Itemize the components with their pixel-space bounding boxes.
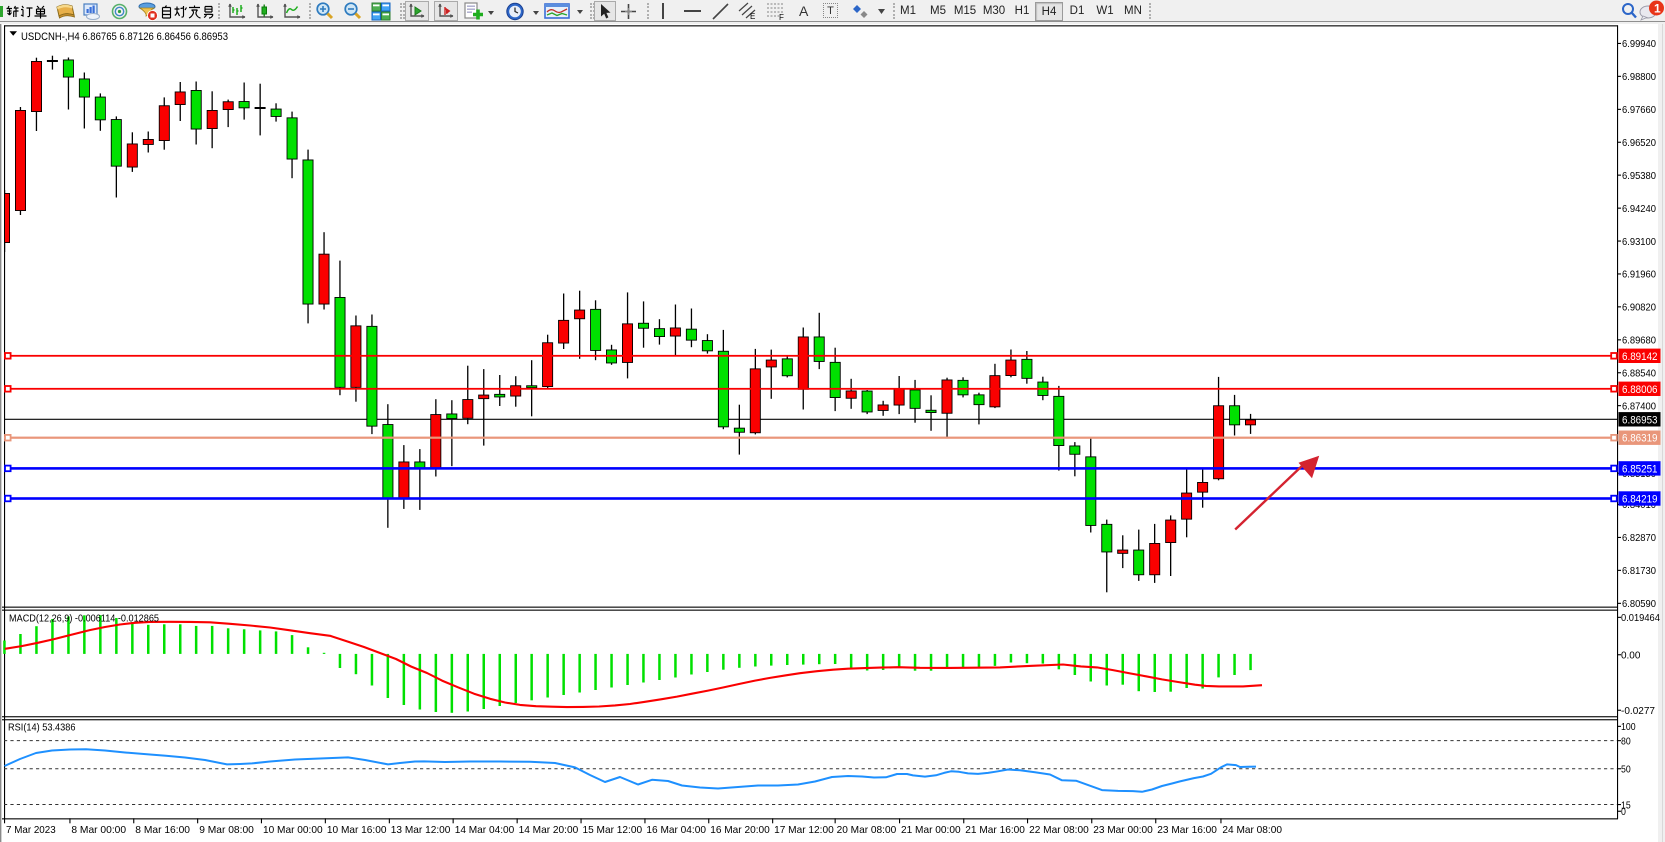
svg-text:0: 0 xyxy=(1621,806,1626,818)
svg-text:6.88006: 6.88006 xyxy=(1622,384,1658,396)
svg-text:6.88540: 6.88540 xyxy=(1622,368,1656,380)
svg-text:0.019464: 0.019464 xyxy=(1621,612,1660,624)
svg-text:16 Mar 20:00: 16 Mar 20:00 xyxy=(710,824,770,836)
svg-text:0.00: 0.00 xyxy=(1621,650,1641,662)
svg-text:E: E xyxy=(750,12,755,21)
svg-text:23 Mar 00:00: 23 Mar 00:00 xyxy=(1093,824,1153,836)
svg-text:21 Mar 00:00: 21 Mar 00:00 xyxy=(901,824,961,836)
svg-text:F: F xyxy=(779,13,784,21)
svg-text:7 Mar 2023: 7 Mar 2023 xyxy=(6,824,56,836)
svg-text:10 Mar 16:00: 10 Mar 16:00 xyxy=(327,824,387,836)
svg-text:13 Mar 12:00: 13 Mar 12:00 xyxy=(391,824,451,836)
svg-text:6.85251: 6.85251 xyxy=(1622,463,1658,475)
svg-text:21 Mar 16:00: 21 Mar 16:00 xyxy=(965,824,1025,836)
svg-text:6.89680: 6.89680 xyxy=(1622,335,1656,347)
svg-text:8 Mar 00:00: 8 Mar 00:00 xyxy=(71,824,126,836)
svg-text:22 Mar 08:00: 22 Mar 08:00 xyxy=(1029,824,1089,836)
svg-text:17 Mar 12:00: 17 Mar 12:00 xyxy=(774,824,834,836)
svg-text:USDCNH-,H4 6.86765 6.87126 6.: USDCNH-,H4 6.86765 6.87126 6.86456 6.869… xyxy=(21,31,228,43)
svg-text:6.97660: 6.97660 xyxy=(1622,104,1656,116)
svg-text:6.84219: 6.84219 xyxy=(1622,494,1658,506)
svg-text:1: 1 xyxy=(1654,2,1661,16)
svg-text:16 Mar 04:00: 16 Mar 04:00 xyxy=(646,824,706,836)
svg-text:6.93100: 6.93100 xyxy=(1622,236,1656,248)
svg-text:10 Mar 00:00: 10 Mar 00:00 xyxy=(263,824,323,836)
svg-text:50: 50 xyxy=(1621,764,1631,776)
svg-text:6.91960: 6.91960 xyxy=(1622,269,1656,281)
svg-text:15 Mar 12:00: 15 Mar 12:00 xyxy=(583,824,643,836)
svg-text:14 Mar 20:00: 14 Mar 20:00 xyxy=(519,824,579,836)
svg-text:6.89142: 6.89142 xyxy=(1622,351,1658,363)
svg-text:6.87400: 6.87400 xyxy=(1622,400,1656,412)
svg-text:MACD(12,26,9) -0.006114 -0.012: MACD(12,26,9) -0.006114 -0.012865 xyxy=(9,613,159,625)
svg-text:80: 80 xyxy=(1621,735,1631,747)
svg-text:9 Mar 08:00: 9 Mar 08:00 xyxy=(199,824,254,836)
svg-text:14 Mar 04:00: 14 Mar 04:00 xyxy=(455,824,515,836)
svg-text:-0.0277: -0.0277 xyxy=(1621,705,1655,717)
svg-text:6.81730: 6.81730 xyxy=(1622,565,1656,577)
svg-text:23 Mar 16:00: 23 Mar 16:00 xyxy=(1157,824,1217,836)
svg-text:RSI(14) 53.4386: RSI(14) 53.4386 xyxy=(8,722,76,734)
svg-text:100: 100 xyxy=(1621,721,1636,733)
svg-text:6.94240: 6.94240 xyxy=(1622,203,1656,215)
svg-text:6.82870: 6.82870 xyxy=(1622,532,1656,544)
svg-text:6.80590: 6.80590 xyxy=(1622,598,1656,610)
svg-text:6.98800: 6.98800 xyxy=(1622,71,1656,83)
svg-text:6.86953: 6.86953 xyxy=(1622,414,1658,426)
svg-text:6.90820: 6.90820 xyxy=(1622,302,1656,314)
svg-text:6.96520: 6.96520 xyxy=(1622,137,1656,149)
svg-text:6.99940: 6.99940 xyxy=(1622,38,1656,50)
svg-text:15: 15 xyxy=(1621,799,1631,811)
svg-text:24 Mar 08:00: 24 Mar 08:00 xyxy=(1222,824,1282,836)
svg-text:6.95380: 6.95380 xyxy=(1622,170,1656,182)
svg-text:6.86319: 6.86319 xyxy=(1622,433,1658,445)
svg-text:8 Mar 16:00: 8 Mar 16:00 xyxy=(135,824,190,836)
svg-text:20 Mar 08:00: 20 Mar 08:00 xyxy=(837,824,897,836)
